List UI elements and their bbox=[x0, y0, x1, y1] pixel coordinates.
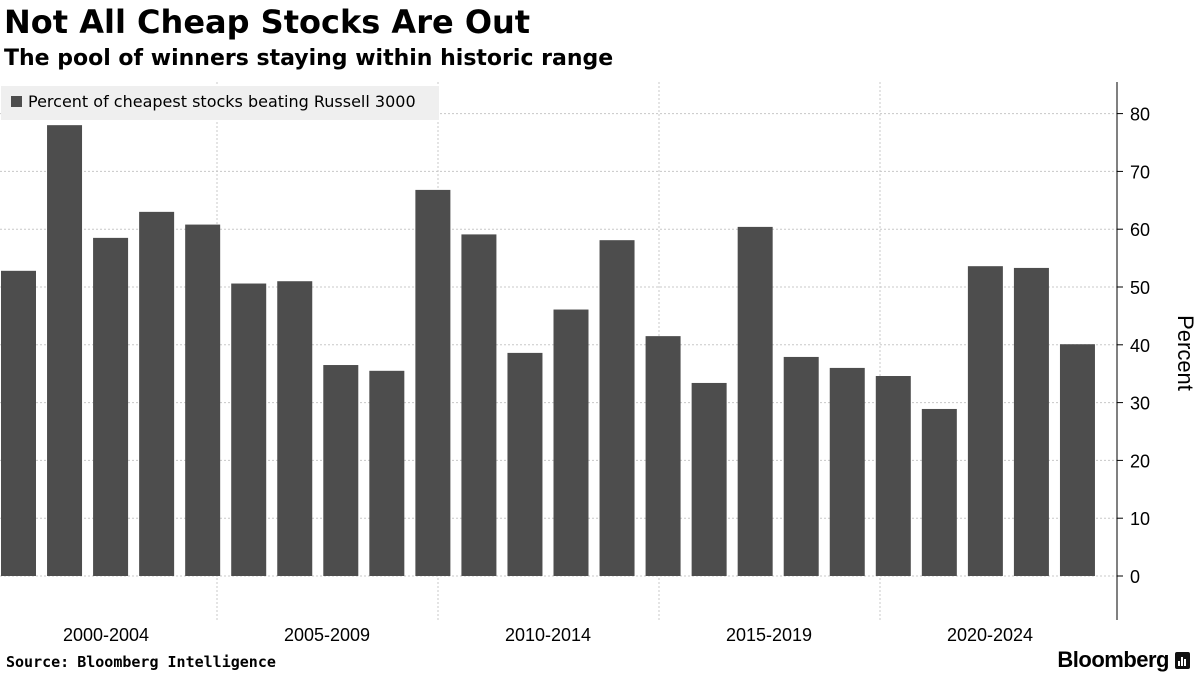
bar-Q15 bbox=[645, 336, 681, 576]
y-axis: 0 10 20 30 40 50 60 70 80 Percent bbox=[1116, 82, 1198, 620]
source-text: Bloomberg Intelligence bbox=[77, 653, 276, 671]
x-tick-label-2020-2024: 2020-2024 bbox=[947, 625, 1033, 645]
bar-Q6 bbox=[231, 283, 267, 576]
x-axis-labels: 2000-2004 2005-2009 2010-2014 2015-2019 2020… bbox=[63, 625, 1033, 645]
y-tick-label-0: 0 bbox=[1130, 567, 1140, 587]
bar-Q3 bbox=[93, 237, 129, 576]
bar-Q20 bbox=[875, 376, 911, 576]
bar-Q9 bbox=[369, 370, 405, 576]
legend-label: Percent of cheapest stocks beating Russe… bbox=[28, 92, 416, 111]
bar-Q13 bbox=[553, 309, 589, 576]
y-tick-label-30: 30 bbox=[1130, 394, 1150, 414]
legend-swatch bbox=[11, 96, 22, 107]
brand-wordmark: Bloomberg bbox=[1057, 647, 1169, 672]
bloomberg-bar-icon bbox=[1175, 651, 1190, 669]
y-tick-label-50: 50 bbox=[1130, 278, 1150, 298]
bar-Q8 bbox=[323, 365, 359, 576]
bar-Q24 bbox=[1059, 344, 1095, 576]
y-tick-label-20: 20 bbox=[1130, 451, 1150, 471]
source-note: Source: Bloomberg Intelligence bbox=[6, 652, 276, 672]
x-tick-label-2000-2004: 2000-2004 bbox=[63, 625, 149, 645]
y-tick-label-40: 40 bbox=[1130, 336, 1150, 356]
legend-box bbox=[1, 86, 439, 120]
bar-Q21 bbox=[921, 408, 957, 576]
bar-Q19 bbox=[829, 367, 865, 576]
source-label: Source: bbox=[6, 653, 70, 671]
chart-title: Not All Cheap Stocks Are Out bbox=[4, 3, 531, 41]
chart-subtitle: The pool of winners staying within histo… bbox=[4, 46, 614, 71]
bar-Q22 bbox=[967, 266, 1003, 576]
bar-Q16 bbox=[691, 382, 727, 576]
legend: Percent of cheapest stocks beating Russe… bbox=[1, 86, 439, 120]
y-tick-label-10: 10 bbox=[1130, 509, 1150, 529]
y-tick-label-70: 70 bbox=[1130, 162, 1150, 182]
bar-Q5 bbox=[185, 224, 221, 576]
y-tick-label-60: 60 bbox=[1130, 220, 1150, 240]
y-tick-label-80: 80 bbox=[1130, 105, 1150, 125]
bar-Q18 bbox=[783, 356, 819, 576]
bar-Q14 bbox=[599, 240, 635, 576]
brand-logo: Bloomberg bbox=[1057, 645, 1190, 675]
x-tick-label-2015-2019: 2015-2019 bbox=[726, 625, 812, 645]
bar-Q11 bbox=[461, 234, 497, 576]
bar-Q17 bbox=[737, 226, 773, 576]
bar-Q1 bbox=[1, 270, 36, 576]
bars bbox=[1, 125, 1095, 577]
bar-Q4 bbox=[139, 211, 175, 577]
bar-Q12 bbox=[507, 352, 543, 576]
x-tick-label-2010-2014: 2010-2014 bbox=[505, 625, 591, 645]
bar-Q10 bbox=[415, 189, 451, 576]
y-axis-title: Percent bbox=[1173, 315, 1198, 391]
bar-Q7 bbox=[277, 281, 313, 576]
bar-Q23 bbox=[1013, 267, 1049, 576]
x-tick-label-2005-2009: 2005-2009 bbox=[284, 625, 370, 645]
bar-Q2 bbox=[47, 125, 83, 576]
